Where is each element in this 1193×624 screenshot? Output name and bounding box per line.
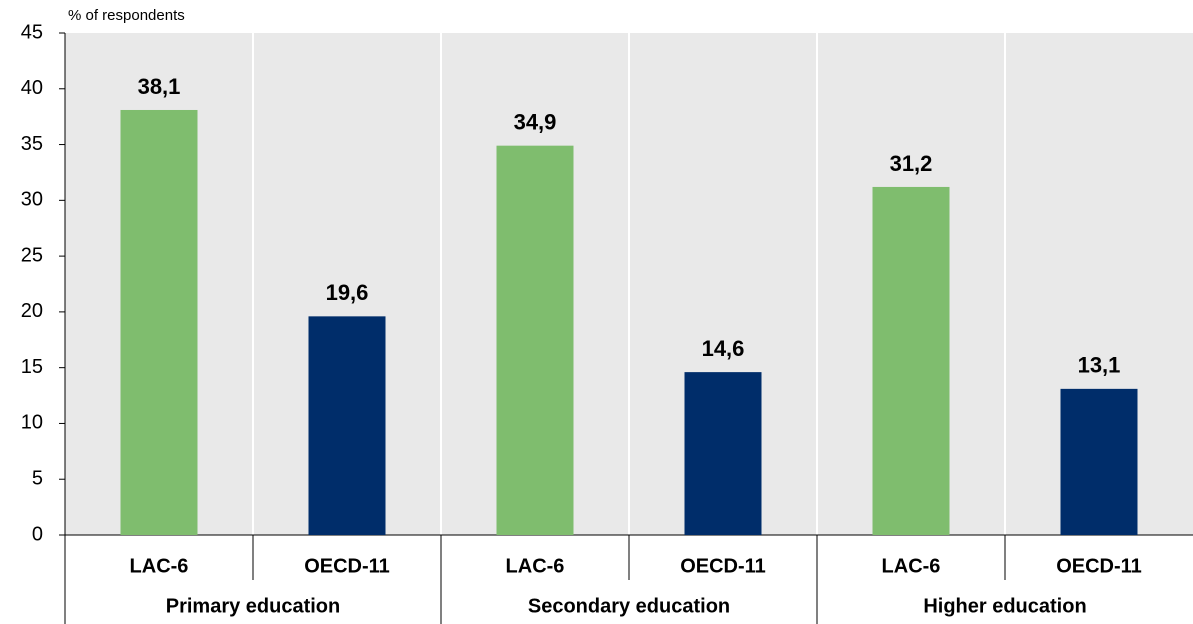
y-tick-label: 15 [21, 356, 43, 378]
y-tick-label: 25 [21, 244, 43, 266]
y-tick-label: 0 [32, 523, 43, 545]
group-label: Primary education [166, 595, 341, 617]
bar [120, 109, 198, 536]
y-tick-label: 45 [21, 21, 43, 43]
x-tick-label: LAC-6 [506, 555, 565, 577]
y-axis-label: % of respondents [68, 7, 185, 24]
value-label: 13,1 [1078, 353, 1121, 378]
bar [308, 316, 386, 535]
bar [684, 372, 762, 535]
x-tick-label: OECD-11 [304, 555, 390, 577]
x-tick-label: LAC-6 [130, 555, 189, 577]
group-label: Secondary education [528, 595, 730, 617]
value-label: 34,9 [514, 109, 557, 134]
y-tick-label: 5 [32, 468, 43, 490]
bar [496, 145, 574, 535]
y-tick-label: 10 [21, 412, 43, 434]
y-tick-label: 35 [21, 133, 43, 155]
bar [1060, 388, 1138, 535]
y-tick-label: 30 [21, 189, 43, 211]
x-tick-label: OECD-11 [680, 555, 766, 577]
y-tick-label: 40 [21, 77, 43, 99]
value-label: 38,1 [138, 74, 181, 99]
value-label: 19,6 [326, 280, 369, 305]
value-label: 31,2 [890, 151, 933, 176]
group-label: Higher education [923, 595, 1086, 617]
x-tick-label: OECD-11 [1056, 555, 1142, 577]
value-label: 14,6 [702, 336, 745, 361]
x-tick-label: LAC-6 [882, 555, 941, 577]
y-tick-label: 20 [21, 300, 43, 322]
bar [872, 186, 950, 536]
